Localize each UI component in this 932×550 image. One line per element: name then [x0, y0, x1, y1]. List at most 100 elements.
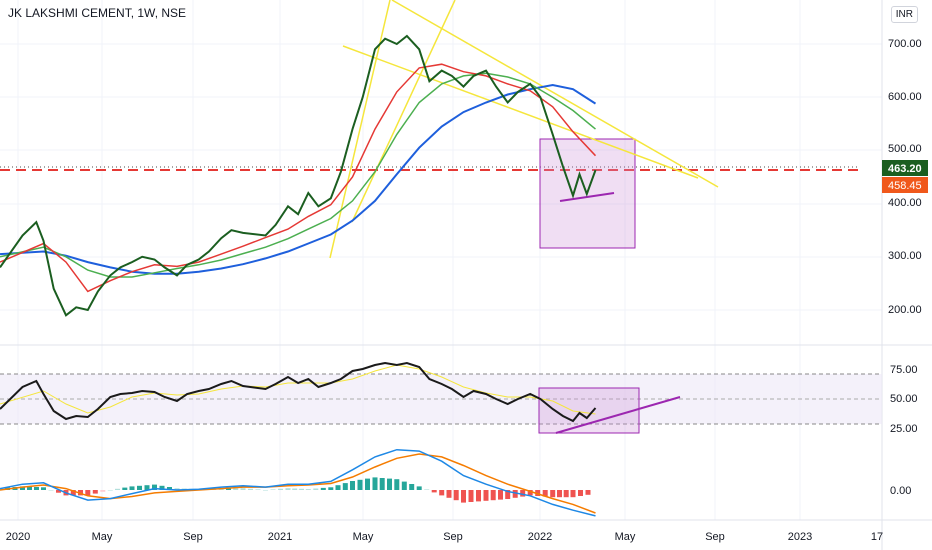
time-label: Sep: [443, 531, 463, 543]
macd-histogram-bar: [401, 481, 407, 490]
macd-histogram-bar: [387, 478, 392, 490]
price-tick: 600.00: [888, 91, 922, 103]
macd-histogram-bar: [27, 486, 32, 490]
macd-histogram-bar: [85, 490, 91, 496]
price-tick: 200.00: [888, 304, 922, 316]
macd-histogram-bar: [305, 489, 311, 490]
macd-line: [0, 448, 596, 517]
price-axis: 700.00 600.00 500.00 400.00 300.00 200.0…: [888, 38, 922, 316]
time-label: 2023: [788, 531, 812, 543]
macd-tick: 0.00: [890, 485, 911, 497]
macd-histogram-bar: [342, 483, 348, 490]
time-label: 17: [871, 531, 883, 543]
grid-lines: [0, 0, 882, 520]
time-label: May: [615, 531, 636, 543]
macd-histogram-bar: [299, 488, 304, 490]
time-label: May: [353, 531, 374, 543]
moving-average-slow: [0, 83, 597, 275]
trendline-rising: [329, 0, 391, 259]
macd-panel: [0, 448, 596, 517]
macd-histogram-bar: [535, 490, 541, 496]
macd-histogram-bar: [129, 486, 135, 490]
macd-histogram-bar: [100, 490, 106, 492]
price-tick: 700.00: [888, 38, 922, 50]
macd-histogram-bar: [505, 490, 511, 499]
rsi-tick: 25.00: [890, 423, 918, 435]
macd-histogram-bar: [379, 478, 385, 490]
macd-histogram-bar: [483, 490, 489, 501]
macd-histogram-bar: [557, 490, 562, 498]
macd-histogram-bar: [240, 488, 246, 490]
macd-histogram-bar: [453, 490, 459, 501]
price-panel: [0, 0, 860, 317]
ref-price-label: 458.45: [888, 180, 922, 192]
macd-histogram-bar: [292, 488, 298, 490]
last-price-label: 463.20: [888, 163, 922, 175]
macd-histogram-bar: [542, 490, 548, 497]
price-tick: 500.00: [888, 143, 922, 155]
chart-title: JK LAKSHMI CEMENT, 1W, NSE: [8, 6, 187, 20]
macd-histogram-bar: [248, 488, 253, 490]
currency-button[interactable]: INR: [890, 6, 918, 23]
macd-histogram-bar: [226, 488, 231, 490]
macd-histogram-bar: [578, 490, 583, 496]
macd-histogram-bar: [255, 489, 261, 490]
macd-signal-line: [0, 453, 596, 514]
time-label: 2020: [6, 531, 30, 543]
macd-histogram-bar: [320, 487, 326, 490]
rsi-line: [0, 361, 597, 423]
trendline-rising-2: [351, 0, 456, 223]
macd-histogram-bar: [424, 489, 430, 490]
macd-histogram-bar: [152, 484, 157, 490]
macd-histogram-bar: [144, 485, 150, 490]
macd-histogram-bar: [270, 489, 276, 490]
rsi-tick: 75.00: [890, 364, 918, 376]
time-label: Sep: [705, 531, 725, 543]
macd-histogram-bar: [159, 485, 165, 490]
macd-histogram-bar: [520, 490, 526, 497]
macd-histogram-bar: [468, 490, 474, 502]
macd-histogram-bar: [446, 490, 452, 498]
macd-histogram-bar: [570, 490, 576, 498]
macd-histogram-bar: [174, 488, 180, 490]
macd-histogram-bar: [56, 490, 61, 493]
macd-histogram-bar: [550, 490, 556, 498]
macd-histogram-bar: [439, 490, 445, 496]
rsi-signal-line: [0, 364, 596, 415]
macd-histogram-bar: [335, 485, 341, 490]
macd-histogram-bar: [115, 488, 120, 490]
macd-histogram-bar: [48, 490, 54, 491]
macd-histogram-bar: [233, 488, 239, 490]
macd-histogram-bar: [498, 490, 503, 500]
macd-histogram-bar: [107, 490, 113, 491]
moving-average-fast: [0, 63, 597, 293]
macd-histogram-bar: [365, 478, 370, 490]
macd-histogram-bar: [350, 481, 355, 490]
macd-histogram-bar: [527, 490, 533, 496]
macd-histogram-bar: [431, 490, 437, 493]
rsi-tick: 50.00: [890, 393, 918, 405]
moving-average-mid: [0, 72, 596, 278]
macd-histogram-bar: [372, 477, 378, 490]
trendline-upper: [391, 0, 719, 188]
macd-histogram-bar: [70, 490, 76, 496]
macd-histogram-bar: [461, 490, 466, 503]
macd-histogram-bar: [476, 490, 481, 502]
macd-histogram-bar: [167, 487, 172, 490]
time-label: Sep: [183, 531, 203, 543]
macd-histogram-bar: [490, 490, 496, 501]
macd-histogram-bar: [357, 479, 363, 490]
macd-histogram-bar: [328, 487, 334, 490]
macd-histogram-bar: [409, 484, 415, 490]
trendline-lower: [342, 45, 699, 179]
macd-histogram-bar: [285, 488, 291, 490]
last-price-badge: [882, 160, 928, 176]
macd-histogram-bar: [313, 488, 319, 490]
macd-histogram-bar: [41, 487, 46, 490]
support-line: [559, 192, 615, 202]
macd-histogram-bar: [416, 486, 422, 490]
time-axis: 2020 May Sep 2021 May Sep 2022 May Sep 2…: [6, 531, 883, 543]
price-series: [0, 34, 597, 317]
time-label: 2021: [268, 531, 292, 543]
